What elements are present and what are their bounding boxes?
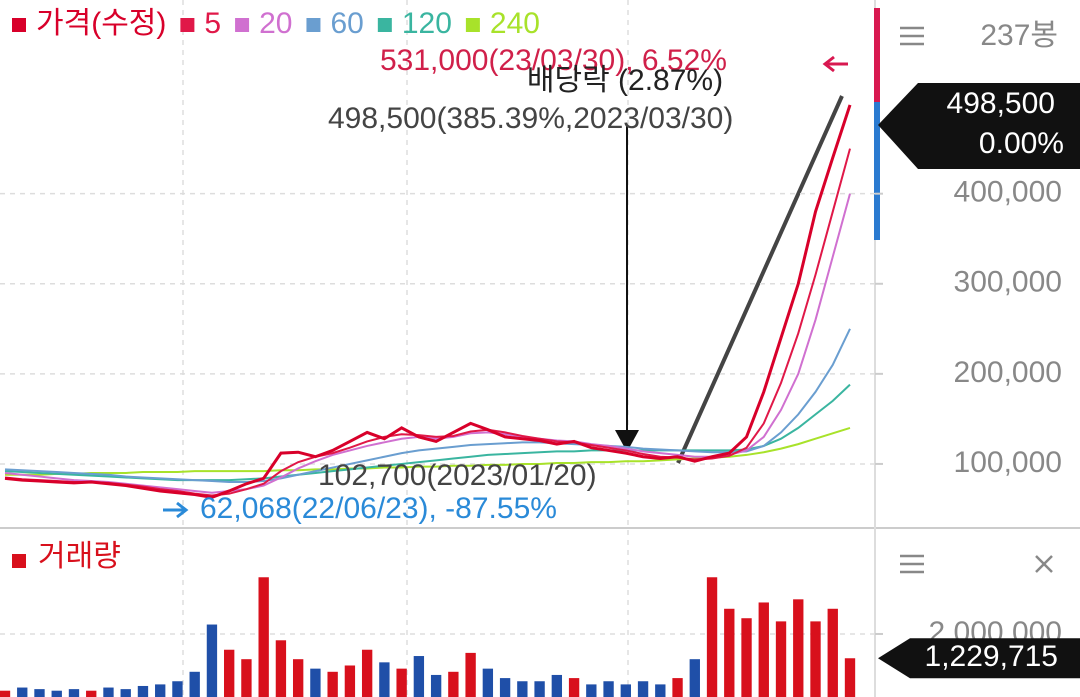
volume-bar (155, 684, 166, 697)
range-bar-bottom (874, 102, 880, 240)
legend-swatch (180, 18, 195, 32)
bar-count: 237봉 (980, 19, 1058, 52)
volume-bar (517, 681, 528, 697)
low-arrow (163, 501, 189, 519)
range-bar-top (874, 8, 880, 102)
legend-label: 240 (490, 7, 540, 40)
y-tick-label: 200,000 (954, 356, 1062, 389)
arrow-head (615, 430, 639, 452)
volume-bar (189, 671, 200, 697)
volume-bar (379, 662, 390, 697)
y-tick-label: 100,000 (954, 446, 1062, 479)
legend-label: 가격(수정) (36, 7, 166, 40)
volume-bar (120, 689, 131, 697)
volume-bar (206, 624, 218, 697)
volume-bar (0, 690, 11, 697)
volume-bar (292, 659, 304, 697)
annotation: 배당락 (2.87%) (527, 64, 723, 97)
legend-swatch (465, 18, 480, 32)
volume-bar (758, 602, 769, 697)
volume-bar (810, 621, 821, 697)
volume-bar (706, 577, 718, 697)
volume-bar (137, 685, 149, 697)
volume-bar (224, 649, 235, 697)
volume-bar (603, 681, 614, 697)
volume-bar (51, 690, 62, 697)
volume-bar (724, 608, 735, 697)
volume-bar (741, 618, 752, 697)
volume-bar (689, 659, 700, 697)
annotation: 531,000(23/03/30), 6.52% (380, 44, 727, 77)
legend-swatch (12, 18, 26, 32)
legend-swatch (12, 554, 26, 568)
volume-bar (327, 671, 338, 697)
volume-badge (878, 638, 1080, 679)
legend-label: 120 (402, 7, 452, 40)
volume-bar (655, 684, 666, 697)
series-line (4, 328, 851, 483)
legend-label: 5 (204, 7, 221, 40)
high-arrow (822, 55, 848, 73)
legend-label: 20 (259, 7, 292, 40)
price-badge-label: 498,500 (947, 87, 1055, 120)
legend-swatch (306, 18, 321, 32)
volume-bar (258, 577, 269, 697)
panel-title: 거래량 (38, 540, 121, 573)
volume-bar (568, 678, 580, 697)
legend-label: 60 (330, 7, 363, 40)
trend-line (676, 95, 844, 464)
menu-icon[interactable] (900, 554, 924, 574)
volume-bar (551, 674, 563, 697)
annotation: 498,500(385.39%,2023/03/30) (328, 102, 733, 135)
volume-bar (534, 681, 545, 697)
y-tick-label: 400,000 (954, 176, 1062, 209)
volume-bar (34, 689, 45, 697)
volume-bar (499, 678, 511, 697)
volume-bar (844, 658, 856, 697)
volume-bar (413, 656, 425, 697)
volume-bar (448, 671, 459, 697)
series-line (4, 104, 852, 499)
annotation: 102,700(2023/01/20) (318, 459, 597, 492)
volume-bar (241, 659, 252, 697)
volume-bar (586, 684, 597, 697)
volume-bar (465, 652, 476, 697)
volume-bar (17, 687, 28, 697)
close-icon[interactable] (1035, 555, 1053, 573)
volume-bar (310, 668, 321, 697)
volume-badge-label: 1,229,715 (925, 640, 1058, 673)
volume-bar (275, 640, 287, 697)
volume-bar (827, 608, 838, 697)
annotation: 62,068(22/06/23), -87.55% (200, 492, 557, 525)
volume-bar (793, 599, 804, 697)
price-badge (878, 82, 1080, 169)
volume-bar (68, 689, 80, 697)
price-badge-change: 0.00% (979, 127, 1064, 160)
legend-swatch (235, 18, 250, 32)
volume-bar (103, 687, 114, 697)
volume-bar (482, 668, 494, 697)
menu-icon[interactable] (900, 26, 924, 46)
volume-bar (637, 681, 649, 697)
volume-bar (430, 674, 442, 697)
volume-bar (344, 665, 356, 697)
volume-bar (396, 668, 407, 697)
volume-bar (620, 684, 631, 697)
volume-bar (672, 678, 683, 697)
legend-swatch (377, 18, 392, 32)
volume-bar (775, 621, 787, 697)
volume-bar (361, 649, 373, 697)
volume-bar (86, 690, 97, 697)
y-tick-label: 300,000 (954, 266, 1062, 299)
volume-bar (172, 681, 183, 697)
